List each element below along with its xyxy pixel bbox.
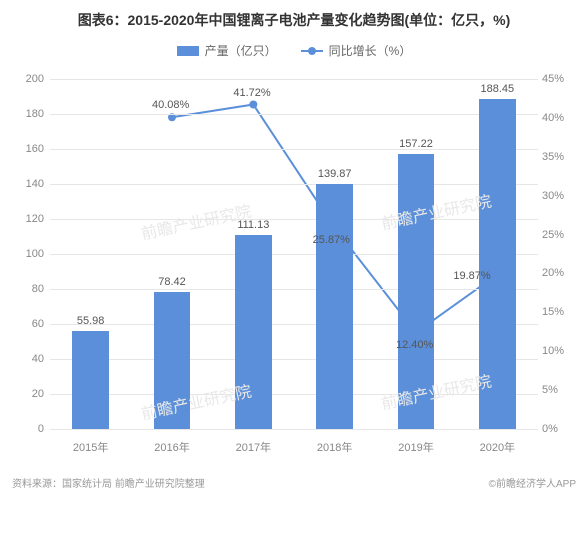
legend-line-label: 同比增长（%） (329, 42, 412, 59)
gridline (50, 359, 538, 360)
gridline (50, 149, 538, 150)
x-tick-label: 2020年 (480, 439, 515, 455)
gridline (50, 394, 538, 395)
x-tick-label: 2019年 (398, 439, 433, 455)
y2-tick-label: 45% (542, 73, 580, 85)
gridline (50, 429, 538, 430)
legend: 产量（亿只） 同比增长（%） (0, 36, 588, 69)
y2-tick-label: 35% (542, 151, 580, 163)
y2-tick-label: 10% (542, 345, 580, 357)
copyright-text: ©前瞻经济学人APP (489, 475, 576, 490)
bar (154, 292, 191, 429)
y2-tick-label: 30% (542, 190, 580, 202)
bar (316, 184, 353, 429)
gridline (50, 289, 538, 290)
x-tick-label: 2016年 (154, 439, 189, 455)
y1-tick-label: 140 (12, 178, 44, 190)
y1-tick-label: 200 (12, 73, 44, 85)
legend-line-dot (308, 47, 316, 55)
bar (235, 235, 272, 429)
line-marker (249, 101, 257, 109)
chart-title: 图表6：2015-2020年中国锂离子电池产量变化趋势图(单位：亿只，%) (0, 0, 588, 36)
bar-value-label: 78.42 (158, 276, 186, 288)
bar-value-label: 157.22 (399, 138, 433, 150)
y1-tick-label: 20 (12, 388, 44, 400)
bar (398, 154, 435, 429)
y1-tick-label: 80 (12, 283, 44, 295)
y2-tick-label: 25% (542, 229, 580, 241)
bar-value-label: 139.87 (318, 168, 352, 180)
y1-tick-label: 60 (12, 318, 44, 330)
x-tick-label: 2015年 (73, 439, 108, 455)
y1-tick-label: 160 (12, 143, 44, 155)
footer: 资料来源：国家统计局 前瞻产业研究院整理 ©前瞻经济学人APP (0, 469, 588, 490)
plot-area: 0204060801001201401601802000%5%10%15%20%… (50, 79, 538, 429)
y2-tick-label: 20% (542, 267, 580, 279)
legend-bar-label: 产量（亿只） (205, 42, 277, 59)
y1-tick-label: 0 (12, 423, 44, 435)
legend-item-bar: 产量（亿只） (177, 42, 277, 59)
gridline (50, 79, 538, 80)
y1-tick-label: 40 (12, 353, 44, 365)
legend-line-swatch (301, 50, 323, 52)
bar-value-label: 111.13 (237, 219, 269, 231)
gridline (50, 184, 538, 185)
legend-item-line: 同比增长（%） (301, 42, 412, 59)
line-value-label: 19.87% (453, 270, 490, 282)
y1-tick-label: 180 (12, 108, 44, 120)
bar-value-label: 55.98 (77, 315, 105, 327)
y1-tick-label: 100 (12, 248, 44, 260)
legend-bar-swatch (177, 46, 199, 56)
line-value-label: 41.72% (233, 87, 270, 99)
bar-value-label: 188.45 (481, 83, 515, 95)
y2-tick-label: 0% (542, 423, 580, 435)
line-value-label: 12.40% (396, 339, 433, 351)
bar (72, 331, 109, 429)
source-text: 资料来源：国家统计局 前瞻产业研究院整理 (12, 475, 205, 490)
y1-tick-label: 120 (12, 213, 44, 225)
x-tick-label: 2018年 (317, 439, 352, 455)
gridline (50, 254, 538, 255)
line-value-label: 40.08% (152, 99, 189, 111)
chart-area: 0 20 40 60 80 100 120 140 160 180 200 0% 5% 10% 15% 20%… (0, 69, 588, 469)
gridline (50, 114, 538, 115)
y2-tick-label: 5% (542, 384, 580, 396)
x-tick-label: 2017年 (236, 439, 271, 455)
y2-tick-label: 40% (542, 112, 580, 124)
line-value-label: 25.87% (313, 234, 350, 246)
chart-container: 图表6：2015-2020年中国锂离子电池产量变化趋势图(单位：亿只，%) 产量… (0, 0, 588, 533)
y2-tick-label: 15% (542, 306, 580, 318)
bar (479, 99, 516, 429)
gridline (50, 219, 538, 220)
gridline (50, 324, 538, 325)
